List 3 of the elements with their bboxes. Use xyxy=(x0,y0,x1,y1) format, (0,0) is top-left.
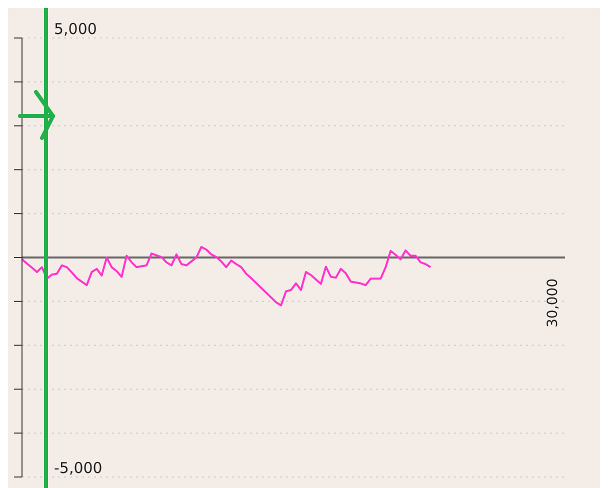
y-tick-label: 5,000 xyxy=(54,20,97,38)
y-tick-label: -5,000 xyxy=(54,459,102,477)
annotation: 30,000 xyxy=(545,278,561,327)
